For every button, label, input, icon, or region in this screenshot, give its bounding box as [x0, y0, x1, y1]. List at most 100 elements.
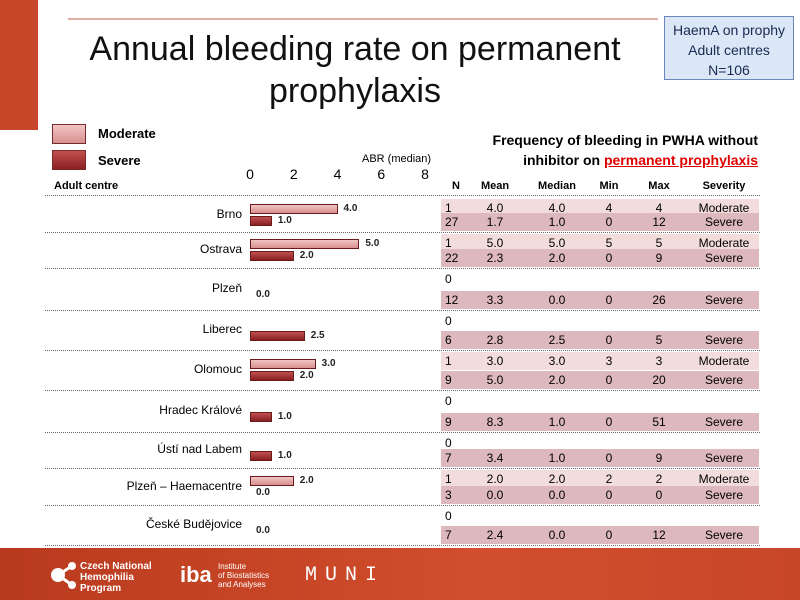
- table-cell: Severe: [704, 293, 744, 307]
- table-cell: 4: [655, 201, 663, 215]
- bar-label-severe: 0.0: [256, 525, 270, 536]
- table-row: 9 5.0 2.0 0 20 Severe: [441, 371, 759, 389]
- table-cell: 2.0: [486, 472, 504, 486]
- table-cell: 2: [655, 472, 663, 486]
- centre-label: Ústí nad Labem: [157, 442, 242, 456]
- row-separator: [45, 195, 760, 196]
- table-cell: 26: [652, 293, 666, 307]
- table-cell: 3: [605, 354, 613, 368]
- table-cell: 0: [445, 272, 452, 286]
- legend-label-moderate: Moderate: [98, 126, 156, 141]
- legend-swatch-severe: [52, 150, 86, 170]
- x-tick-label: 2: [289, 166, 298, 182]
- table-cell: 2.8: [486, 333, 504, 347]
- table-cell: 0: [445, 509, 452, 523]
- row-separator: [45, 505, 760, 506]
- table-cell: 0.0: [548, 488, 566, 502]
- table-cell: 0: [605, 333, 613, 347]
- divider: [68, 18, 658, 20]
- table-cell: 7: [445, 528, 452, 542]
- table-cell: 5.0: [486, 236, 504, 250]
- table-cell: Severe: [704, 333, 744, 347]
- table-cell: Severe: [704, 373, 744, 387]
- table-cell: 6: [445, 333, 452, 347]
- table-row: 22 2.3 2.0 0 9 Severe: [441, 249, 759, 267]
- table-cell: 0: [605, 251, 613, 265]
- table-row: 7 2.4 0.0 0 12 Severe: [441, 526, 759, 544]
- row-separator: [45, 350, 760, 351]
- table-row: 0: [441, 507, 759, 525]
- cnhp-logo-icon: [51, 562, 76, 589]
- bar-moderate: [250, 359, 316, 369]
- table-cell: 5.0: [486, 373, 504, 387]
- table-cell: 2.4: [486, 528, 504, 542]
- centre-label: Hradec Králové: [159, 403, 242, 417]
- bar-label-severe: 2.0: [299, 370, 314, 381]
- table-title-highlight: permanent prophylaxis: [603, 152, 758, 168]
- table-cell: 1.7: [486, 215, 504, 229]
- table-cell: Severe: [704, 488, 744, 502]
- row-separator: [45, 232, 760, 233]
- table-cell: 0: [605, 488, 613, 502]
- table-cell: 1: [445, 201, 452, 215]
- bar-moderate: [250, 475, 294, 486]
- table-header: N: [452, 180, 460, 192]
- table-cell: 3: [655, 354, 663, 368]
- table-row: 1 2.0 2.0 2 2 Moderate: [441, 470, 759, 488]
- table-cell: 12: [445, 293, 459, 307]
- table-cell: 0.0: [548, 528, 566, 542]
- table-cell: 9: [655, 451, 663, 465]
- centre-label: Brno: [216, 206, 242, 221]
- table-cell: 1.0: [548, 451, 566, 465]
- table-cell: 2.0: [548, 472, 566, 486]
- row-separator: [45, 545, 760, 546]
- centre-label: Plzeň: [211, 281, 242, 295]
- bar-label-severe: 0.0: [256, 289, 270, 300]
- bar-severe: [250, 371, 294, 381]
- bar-severe: [250, 412, 272, 422]
- logo-text: and Analyses: [218, 580, 266, 589]
- bar-label-severe: 0.0: [256, 486, 270, 498]
- badge-line: HaemA on prophy: [672, 22, 786, 38]
- badge-line: Adult centres: [688, 42, 770, 58]
- iba-logo-mark: iba: [180, 562, 212, 587]
- table-cell: 0.0: [486, 488, 504, 502]
- table-cell: 9: [445, 373, 452, 387]
- legend-swatch-moderate: [52, 124, 86, 144]
- cohort-badge: HaemA on prophy Adult centres N=106: [664, 16, 794, 80]
- table-cell: Moderate: [698, 236, 750, 250]
- table-cell: Severe: [704, 215, 744, 229]
- table-cell: 1.0: [548, 215, 566, 229]
- table-row: 9 8.3 1.0 0 51 Severe: [441, 413, 759, 431]
- bar-severe: [250, 215, 272, 226]
- bar-severe: [250, 251, 294, 261]
- bar-label-severe: 2.0: [299, 250, 314, 261]
- logo-text: Institute: [218, 562, 247, 571]
- table-row: 3 0.0 0.0 0 0 Severe: [441, 486, 759, 504]
- x-tick-label: 6: [377, 166, 386, 182]
- bar-label-moderate: 2.0: [299, 474, 314, 486]
- table-cell: 7: [445, 451, 452, 465]
- table-row: 27 1.7 1.0 0 12 Severe: [441, 213, 759, 231]
- table-cell: 3.4: [486, 451, 504, 465]
- table-header: Min: [599, 180, 619, 192]
- table-cell: Moderate: [698, 201, 750, 215]
- x-tick-label: 4: [333, 166, 342, 182]
- bar-label-moderate: 5.0: [365, 238, 380, 249]
- table-cell: 3.0: [486, 354, 504, 368]
- table-cell: Moderate: [698, 354, 750, 368]
- x-tick-label: 0: [246, 166, 254, 182]
- table-cell: 4.0: [486, 201, 504, 215]
- table-cell: 0: [605, 293, 613, 307]
- table-cell: 12: [652, 528, 666, 542]
- table-row: 0: [441, 270, 759, 288]
- table-cell: Severe: [704, 451, 744, 465]
- table-cell: 0: [605, 451, 613, 465]
- table-cell: 1: [445, 354, 452, 368]
- table-cell: 22: [445, 251, 459, 265]
- table-cell: 12: [652, 215, 666, 229]
- bar-label-severe: 1.0: [277, 450, 292, 461]
- table-row: 1 4.0 4.0 4 4 Moderate: [441, 199, 759, 217]
- table-cell: 0: [605, 215, 613, 229]
- table-cell: Severe: [704, 528, 744, 542]
